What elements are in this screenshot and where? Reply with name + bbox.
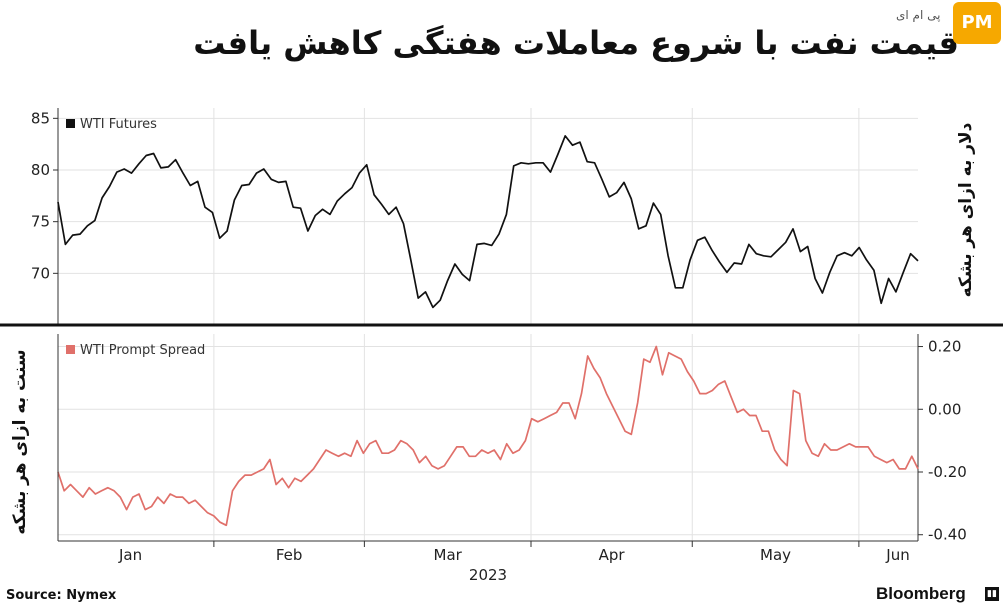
x-tick-label: May: [760, 546, 791, 564]
y-tick-label: 85: [31, 109, 50, 127]
source-note: Source: Nymex: [6, 588, 117, 603]
x-tick-label: Jun: [885, 546, 909, 564]
site-logo[interactable]: PM: [953, 2, 1001, 44]
x-tick-label: Feb: [276, 546, 303, 564]
legend-swatch: [66, 345, 75, 354]
legend-label: WTI Prompt Spread: [80, 343, 205, 358]
x-axis-year-label: 2023: [469, 566, 507, 584]
x-tick-label: Jan: [118, 546, 142, 564]
y-tick-label: 80: [31, 161, 50, 179]
publisher-logo-icon: ▮▮: [985, 587, 999, 601]
legend-swatch: [66, 119, 75, 128]
y-tick-label: -0.20: [928, 463, 967, 481]
series-line-wti-prompt-spread: [57, 345, 919, 527]
x-tick-label: Mar: [434, 546, 463, 564]
y-tick-label: 0.20: [928, 338, 961, 356]
legend-label: WTI Futures: [80, 117, 157, 132]
y-tick-label: 75: [31, 213, 50, 231]
series-line-wti-futures: [57, 135, 919, 309]
y-tick-label: -0.40: [928, 526, 967, 544]
site-name: پی ام ای: [896, 8, 941, 22]
x-tick-label: Apr: [599, 546, 626, 564]
page-title: قیمت نفت با شروع معاملات هفتگی کاهش یافت: [193, 24, 959, 62]
y-tick-label: 0.00: [928, 400, 961, 418]
bottom-y-axis-label: سنت به ازای هر بشکه: [10, 349, 30, 535]
publisher-logo-text: Bloomberg: [876, 584, 966, 603]
top-y-axis-label: دلار به ازای هر بشکه: [956, 122, 976, 298]
y-tick-label: 70: [31, 264, 50, 282]
